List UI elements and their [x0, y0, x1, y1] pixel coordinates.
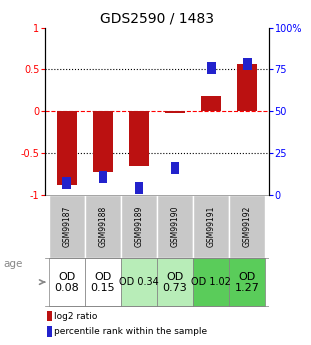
Text: GSM99191: GSM99191 — [207, 206, 216, 247]
Bar — [157, 258, 193, 306]
Bar — [57, 111, 77, 185]
Bar — [47, 326, 52, 336]
Bar — [229, 195, 265, 258]
Bar — [171, 162, 179, 174]
Bar — [49, 195, 85, 258]
Text: GSM99187: GSM99187 — [62, 206, 71, 247]
Bar — [63, 177, 71, 189]
Bar — [193, 195, 229, 258]
Text: OD
0.08: OD 0.08 — [54, 272, 79, 293]
Text: percentile rank within the sample: percentile rank within the sample — [54, 327, 207, 336]
Bar — [243, 58, 252, 70]
Text: OD
0.15: OD 0.15 — [91, 272, 115, 293]
Text: age: age — [3, 259, 22, 269]
Text: GSM99189: GSM99189 — [134, 206, 143, 247]
Bar — [207, 62, 216, 74]
Bar — [85, 195, 121, 258]
Bar — [157, 195, 193, 258]
Text: log2 ratio: log2 ratio — [54, 312, 98, 321]
Bar — [49, 258, 85, 306]
Bar — [85, 258, 121, 306]
Bar — [201, 96, 221, 111]
Text: GSM99192: GSM99192 — [243, 206, 252, 247]
Text: GSM99190: GSM99190 — [171, 206, 180, 247]
Bar — [99, 170, 107, 183]
Bar — [121, 258, 157, 306]
Bar — [165, 111, 185, 113]
Text: OD 0.34: OD 0.34 — [119, 277, 159, 287]
Bar — [129, 111, 149, 166]
Text: GSM99188: GSM99188 — [98, 206, 107, 247]
Bar — [135, 182, 143, 194]
Title: GDS2590 / 1483: GDS2590 / 1483 — [100, 11, 214, 25]
Bar — [121, 195, 157, 258]
Text: OD 1.02: OD 1.02 — [191, 277, 231, 287]
Text: OD
0.73: OD 0.73 — [163, 272, 188, 293]
Bar — [93, 111, 113, 171]
Bar — [193, 258, 229, 306]
Bar — [237, 63, 257, 111]
Text: OD
1.27: OD 1.27 — [235, 272, 260, 293]
Bar — [229, 258, 265, 306]
Bar — [47, 312, 52, 322]
